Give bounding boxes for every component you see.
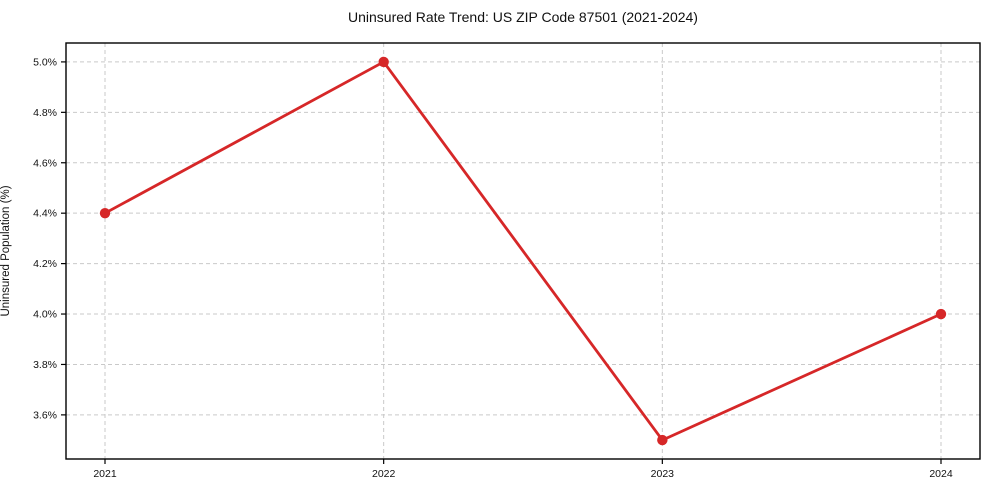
chart-title: Uninsured Rate Trend: US ZIP Code 87501 … [348, 9, 698, 25]
y-tick-label: 4.0% [33, 309, 57, 321]
y-tick-label: 3.6% [33, 409, 57, 421]
plot-spines [65, 42, 981, 460]
y-tick-label: 4.8% [33, 107, 57, 119]
y-tick-label: 4.4% [33, 208, 57, 220]
x-tick-label: 2022 [372, 468, 396, 480]
x-tick-label: 2021 [93, 468, 117, 480]
y-axis-label: Uninsured Population (%) [0, 185, 12, 317]
x-tick-label: 2024 [929, 468, 953, 480]
data-point-marker [657, 434, 668, 446]
data-point-marker [935, 308, 947, 320]
y-tick-label: 4.6% [33, 157, 57, 169]
y-tick-label: 3.8% [33, 359, 57, 371]
trend-line [103, 60, 943, 442]
data-point-marker [378, 56, 389, 68]
x-tick-label: 2023 [651, 468, 675, 480]
data-point-marker [99, 207, 111, 219]
y-tick-label: 5.0% [33, 56, 57, 68]
y-tick-label: 4.2% [33, 258, 57, 270]
